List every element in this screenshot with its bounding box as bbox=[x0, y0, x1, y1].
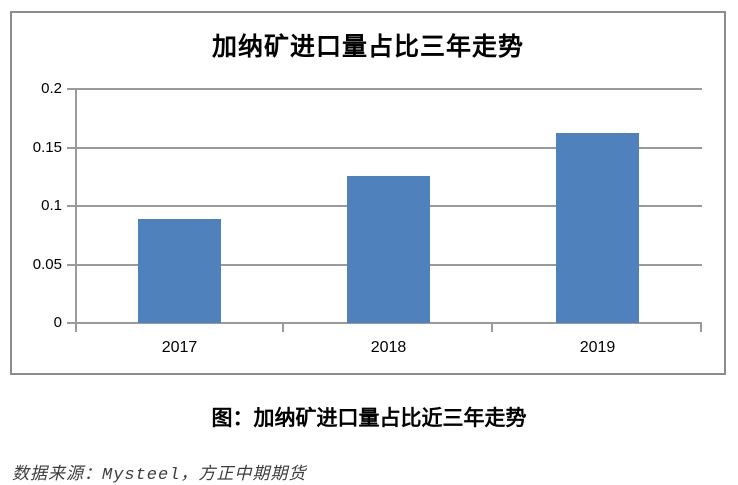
x-axis-label-2017: 2017 bbox=[161, 339, 198, 356]
x-axis-label-2019: 2019 bbox=[579, 339, 616, 356]
figure-caption: 图：加纳矿进口量占比近三年走势 bbox=[211, 406, 527, 430]
gridline-0.15 bbox=[67, 146, 702, 149]
y-axis-line bbox=[75, 89, 77, 332]
gridline-0.2 bbox=[67, 88, 702, 90]
bar-2019 bbox=[556, 133, 639, 323]
y-axis-tick-label: 0 bbox=[53, 314, 62, 331]
y-axis-tick-label: 0.1 bbox=[41, 197, 62, 214]
y-axis-tick-label: 0.05 bbox=[32, 255, 62, 273]
data-source-note: 数据来源：Mysteel，方正中期期货 bbox=[12, 459, 306, 485]
source-mysteel-spellcheck: Mysteel bbox=[102, 466, 181, 485]
y-axis-tick-label: 0.15 bbox=[32, 138, 62, 156]
source-prefix: 数据来源： bbox=[12, 464, 102, 483]
x-axis-tick bbox=[700, 323, 702, 332]
bar-2017 bbox=[138, 218, 221, 323]
x-axis-label-2018: 2018 bbox=[370, 339, 407, 356]
x-axis-tick bbox=[282, 323, 284, 332]
chart-title: 加纳矿进口量占比三年走势 bbox=[211, 34, 524, 61]
x-axis-tick bbox=[491, 323, 493, 332]
y-axis-tick-label: 0.2 bbox=[41, 80, 62, 97]
source-suffix: ，方正中期期货 bbox=[180, 464, 307, 483]
bar-2018 bbox=[347, 175, 430, 323]
gridline-0 bbox=[67, 322, 702, 324]
